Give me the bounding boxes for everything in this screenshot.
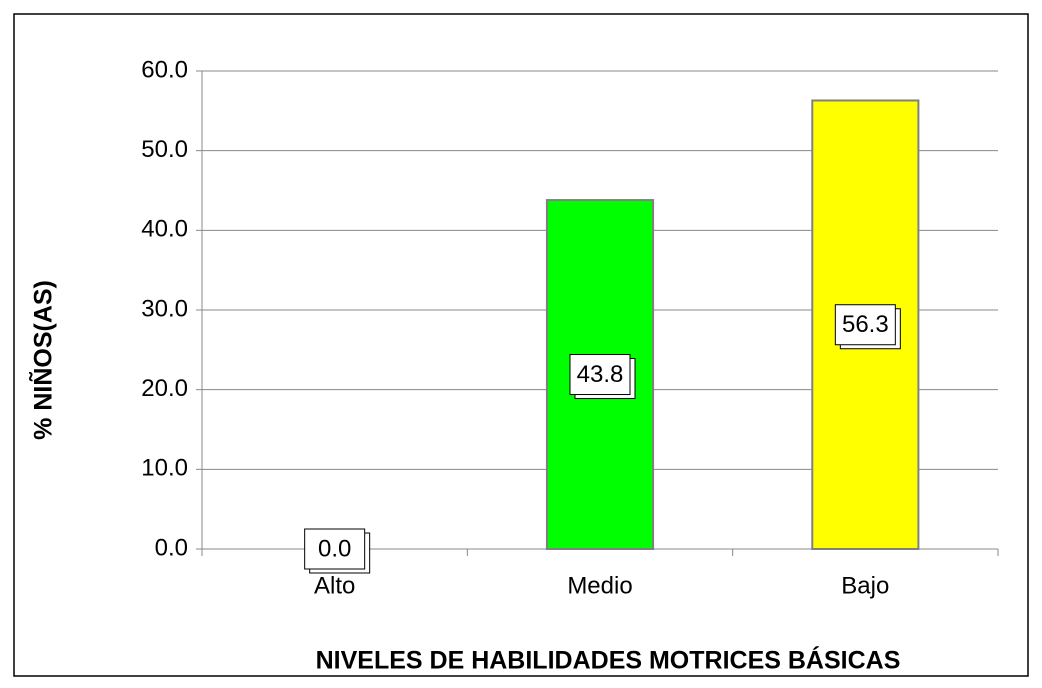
x-tick-label: Bajo [841, 572, 889, 599]
value-label-box [834, 304, 896, 346]
value-label: 56.3 [842, 311, 889, 338]
y-tick-label: 40.0 [141, 216, 188, 243]
y-tick-label: 60.0 [141, 56, 188, 83]
value-label: 0.0 [318, 535, 351, 562]
x-tick-label: Alto [314, 572, 355, 599]
y-tick-label: 0.0 [155, 534, 188, 561]
y-axis-title: % NIÑOS(AS) [28, 280, 58, 440]
y-tick-label: 30.0 [141, 295, 188, 322]
x-axis-title: NIVELES DE HABILIDADES MOTRICES BÁSICAS [316, 646, 901, 675]
value-label: 43.8 [577, 361, 624, 388]
value-label-box [569, 354, 631, 396]
x-tick-label: Medio [567, 572, 632, 599]
y-tick-label: 50.0 [141, 136, 188, 163]
value-label-box [304, 528, 366, 570]
y-tick-label: 10.0 [141, 455, 188, 482]
y-tick-label: 20.0 [141, 375, 188, 402]
